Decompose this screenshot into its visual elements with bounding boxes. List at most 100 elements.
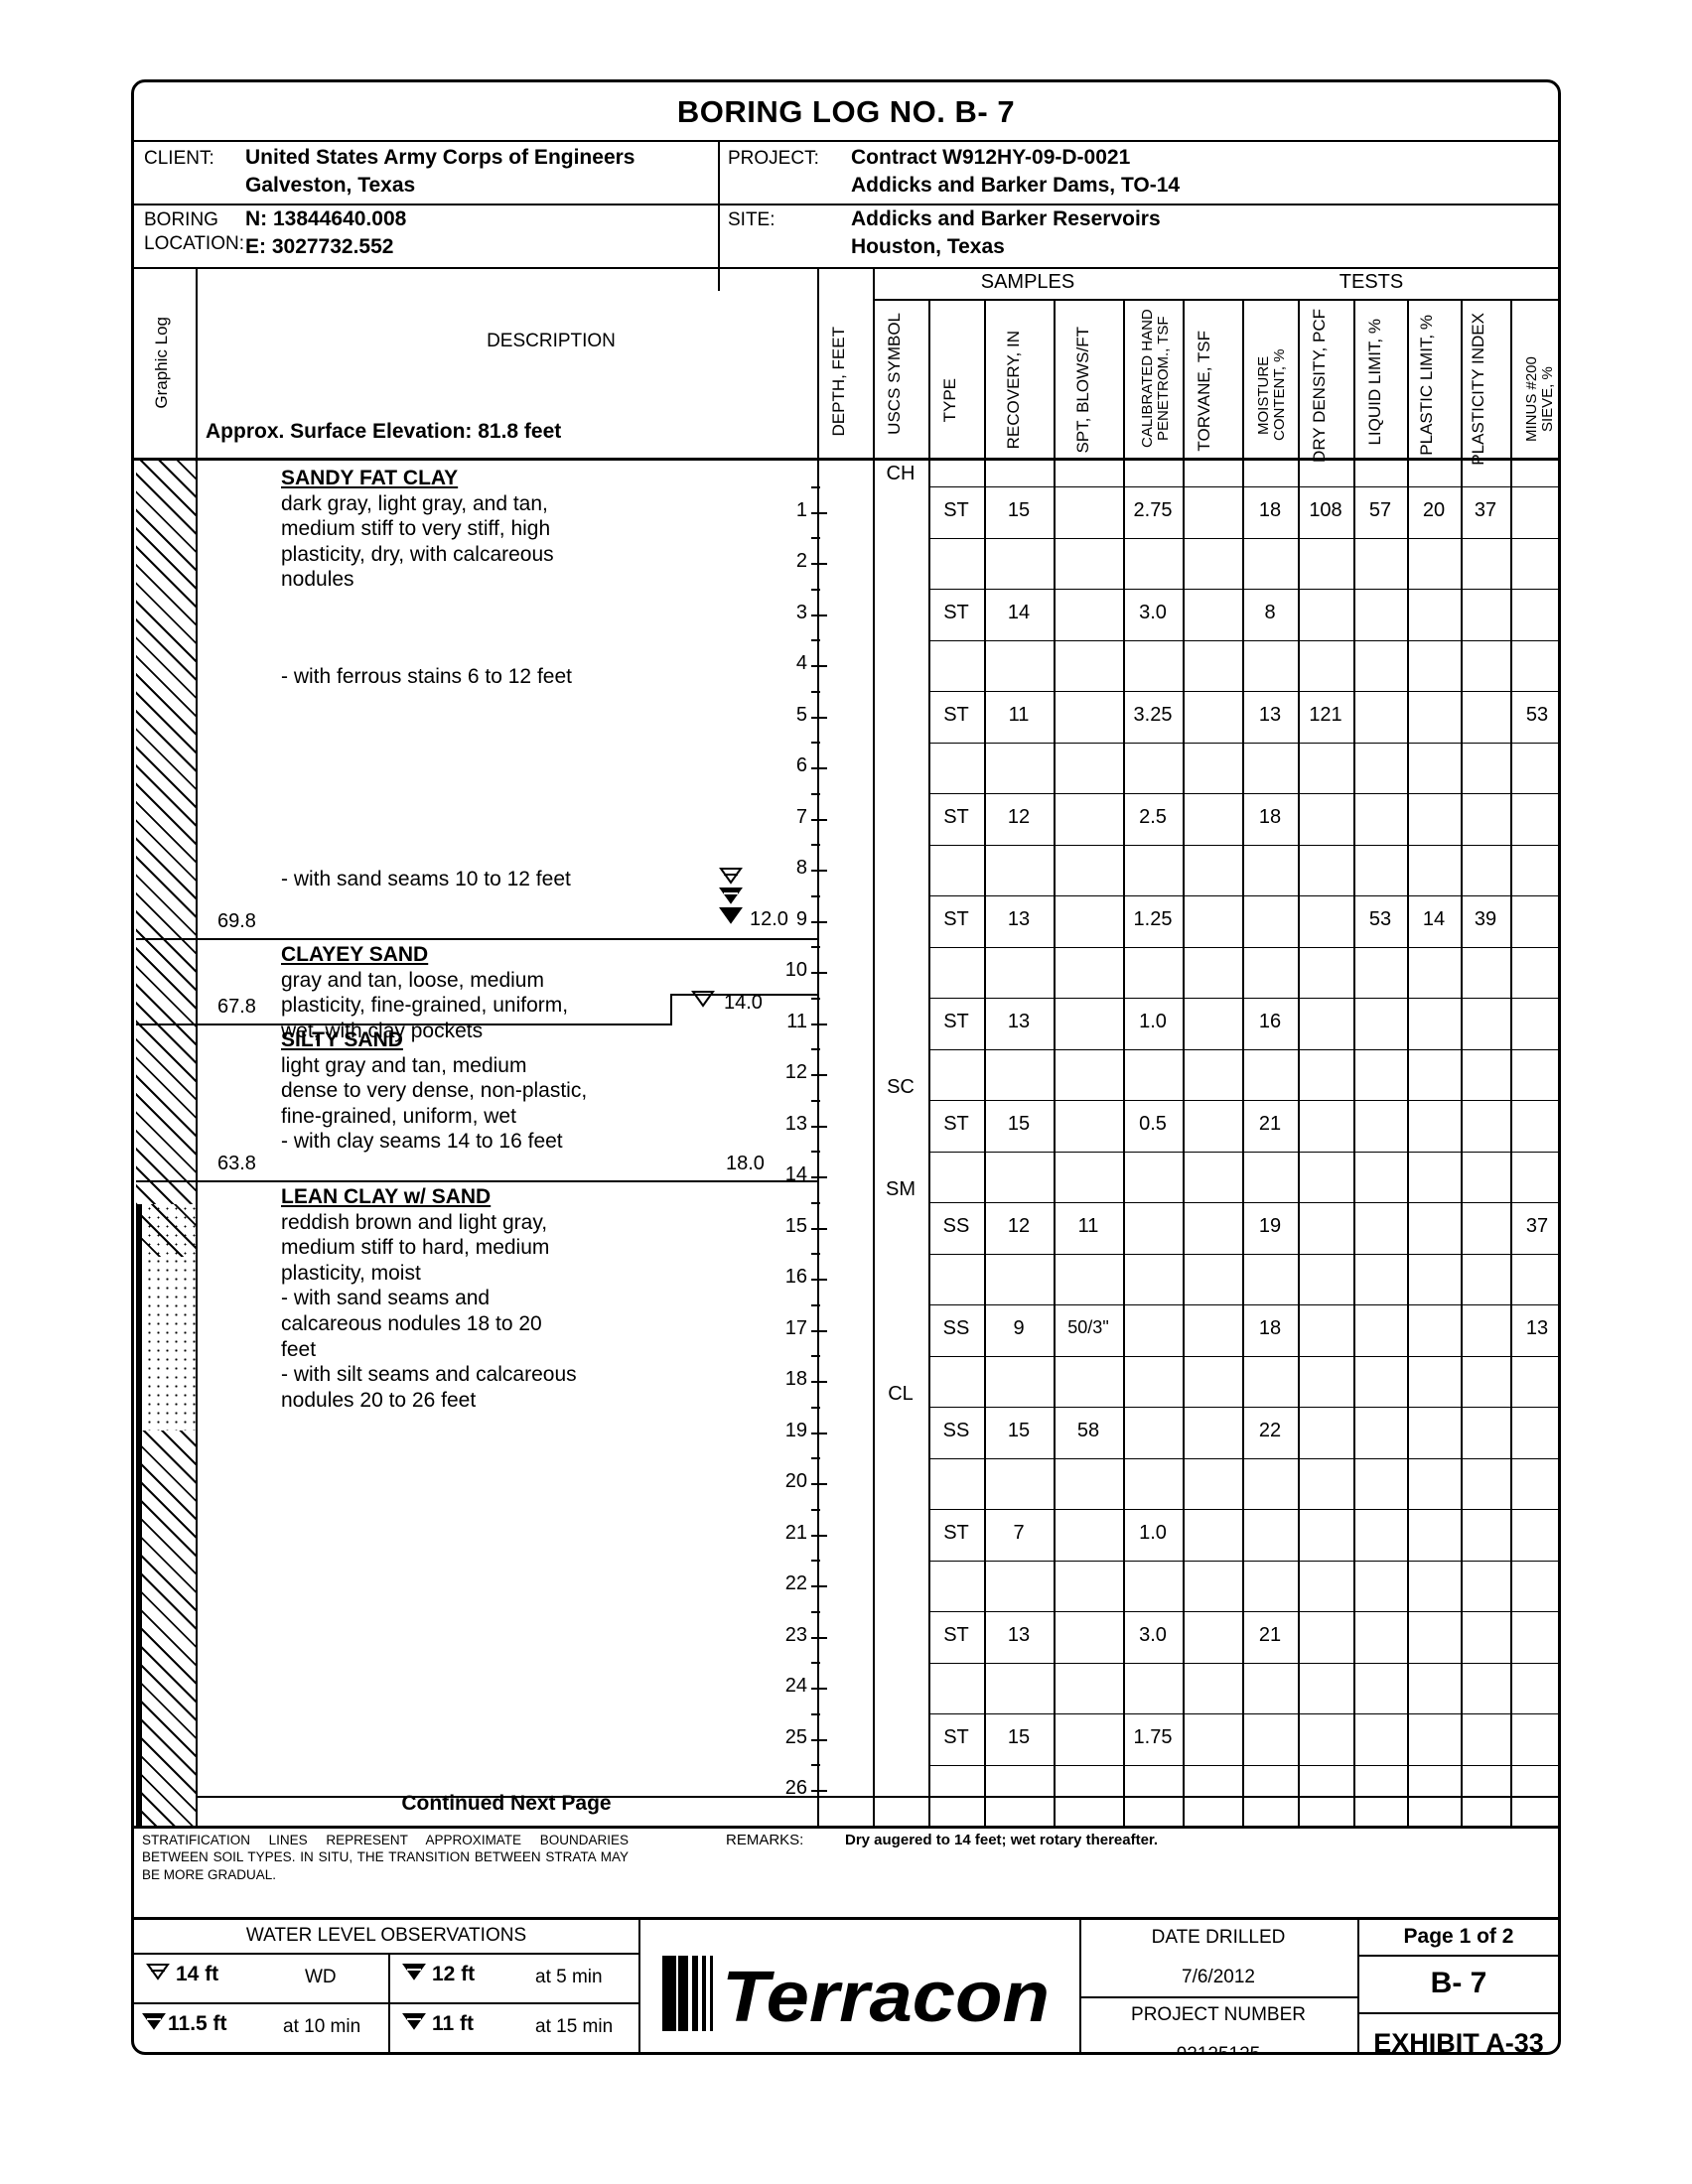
depth-half-tick [811, 1355, 820, 1358]
uscs-symbol: CL [888, 1383, 914, 1406]
sample-row-divider [928, 1457, 1558, 1459]
divider [134, 140, 1558, 142]
uscs-symbol: SM [886, 1178, 916, 1201]
sample-cell-moisture: 16 [1258, 1010, 1282, 1032]
stratum-3-note-1: - with clay seams 14 to 16 feet [281, 1130, 563, 1154]
depth-tick-mark [811, 920, 827, 923]
sample-cell-moisture: 21 [1258, 1623, 1282, 1646]
depth-tick-label: 15 [784, 1214, 807, 1237]
sample-cell-recovery: 15 [1007, 1419, 1031, 1441]
sample-row-divider [928, 946, 1558, 948]
divider [1353, 299, 1355, 1826]
stratum-3-line-1: light gray and tan, medium [281, 1053, 527, 1077]
depth-tick-label: 24 [784, 1675, 807, 1697]
uscs-symbol: SC [887, 1076, 915, 1099]
sample-cell-spt: 50/3" [1067, 1316, 1109, 1337]
sample-cell-pen: 1.75 [1133, 1725, 1173, 1748]
divider [134, 1953, 638, 1955]
water-icon-3 [142, 2012, 166, 2032]
depth-tick-label: 10 [784, 959, 807, 981]
hand-penetrometer-header: CALIBRATED HAND PENETROM., TSF [1139, 309, 1172, 448]
divider [1357, 2012, 1558, 2014]
sample-cell-recovery: 12 [1007, 805, 1031, 828]
sample-row-divider [928, 1253, 1558, 1255]
stratification-note: STRATIFICATION LINES REPRESENT APPROXIMA… [142, 1833, 629, 1882]
sample-row-divider [928, 1406, 1558, 1408]
boring-id-footer: B- 7 [1430, 1967, 1487, 1999]
sample-row-divider [928, 1151, 1558, 1153]
torvane-header: TORVANE, TSF [1195, 331, 1213, 452]
divider [1407, 299, 1409, 1826]
divider [1242, 299, 1244, 1826]
depth-tick-mark [811, 1176, 827, 1178]
water-level-symbol-4 [690, 990, 716, 1010]
divider [817, 267, 819, 1826]
depth-tick-mark [811, 1329, 827, 1332]
sample-cell-type: SS [942, 1419, 970, 1441]
sample-row-divider [928, 844, 1558, 846]
graphic-log-header: Graphic Log [152, 317, 171, 409]
depth-half-tick [811, 1560, 820, 1563]
stratum-3-bottom-elevation: 63.8 [217, 1153, 256, 1174]
sample-cell-pen: 2.75 [1133, 498, 1173, 521]
depth-tick-label: 18 [784, 1368, 807, 1390]
depth-half-tick [811, 1303, 820, 1306]
stratum-4-note-1: - with sand seams and [281, 1287, 491, 1310]
spt-header: SPT, BLOWS/FT [1073, 327, 1092, 454]
stratum-1-bottom-elevation: 69.8 [217, 910, 256, 932]
depth-tick-mark [811, 1790, 827, 1792]
depth-half-tick [811, 1457, 820, 1460]
sample-cell-ll: 57 [1368, 498, 1392, 521]
divider [134, 2002, 638, 2004]
graphic-log-clayey-sand [136, 1204, 196, 1257]
depth-half-tick [811, 1048, 820, 1051]
boring-label-2: LOCATION: [144, 233, 244, 254]
sample-cell-type: ST [943, 703, 969, 726]
water-row-1-note-a: WD [305, 1967, 337, 1987]
stratum-1-line-3: plasticity, dry, with calcareous [281, 542, 554, 566]
sample-row-divider [928, 588, 1558, 590]
depth-tick-label: 20 [784, 1470, 807, 1492]
sample-cell-recovery: 7 [1013, 1521, 1025, 1544]
depth-tick-mark [811, 972, 827, 974]
water-row-1-depth-b: 12 ft [432, 1963, 476, 1985]
depth-tick-label: 1 [795, 498, 807, 521]
stratum-boundary-2-riser [670, 996, 672, 1025]
depth-half-tick [811, 1662, 820, 1665]
divider [1357, 1917, 1359, 2052]
stratum-1-line-2: medium stiff to very stiff, high [281, 517, 551, 541]
uscs-symbol: CH [886, 463, 916, 485]
plasticity-index-header: PLASTICITY INDEX [1469, 313, 1487, 466]
sample-row-divider [928, 1712, 1558, 1714]
sample-cell-ll: 53 [1368, 907, 1392, 930]
page-number: Page 1 of 2 [1403, 1925, 1514, 1948]
stratum-1-block: SANDY FAT CLAY dark gray, light gray, an… [281, 466, 777, 593]
depth-tick-mark [811, 1125, 827, 1128]
water-icon-2 [402, 1963, 426, 1982]
divider [873, 267, 875, 1826]
stratum-4-line-2: medium stiff to hard, medium [281, 1236, 550, 1260]
depth-half-tick [811, 1201, 820, 1204]
sample-row-divider [928, 742, 1558, 744]
depth-tick-label: 16 [784, 1266, 807, 1288]
stratum-boundary-2b [670, 994, 817, 996]
water-row-1-note-b: at 5 min [535, 1967, 603, 1987]
sample-row-divider [928, 1662, 1558, 1664]
sample-row-divider [928, 485, 1558, 487]
depth-half-tick [811, 485, 820, 488]
surface-elevation-label: Approx. Surface Elevation: 81.8 feet [206, 420, 562, 443]
depth-tick-mark [811, 1738, 827, 1741]
stratum-3-name: SILTY SAND [281, 1028, 403, 1051]
depth-tick-label: 22 [784, 1572, 807, 1594]
graphic-log-silty-sand [136, 1257, 196, 1431]
client-line-1: United States Army Corps of Engineers [245, 146, 635, 169]
sample-cell-dry_density: 121 [1309, 703, 1342, 726]
depth-tick-label: 26 [784, 1777, 807, 1799]
water-icon-4 [402, 2012, 426, 2032]
depth-tick-label: 23 [784, 1623, 807, 1646]
depth-tick-label: 14 [784, 1163, 807, 1185]
depth-half-tick [811, 1508, 820, 1511]
sample-cell-type: ST [943, 805, 969, 828]
depth-tick-label: 8 [795, 857, 807, 879]
divider [134, 1826, 1558, 1829]
